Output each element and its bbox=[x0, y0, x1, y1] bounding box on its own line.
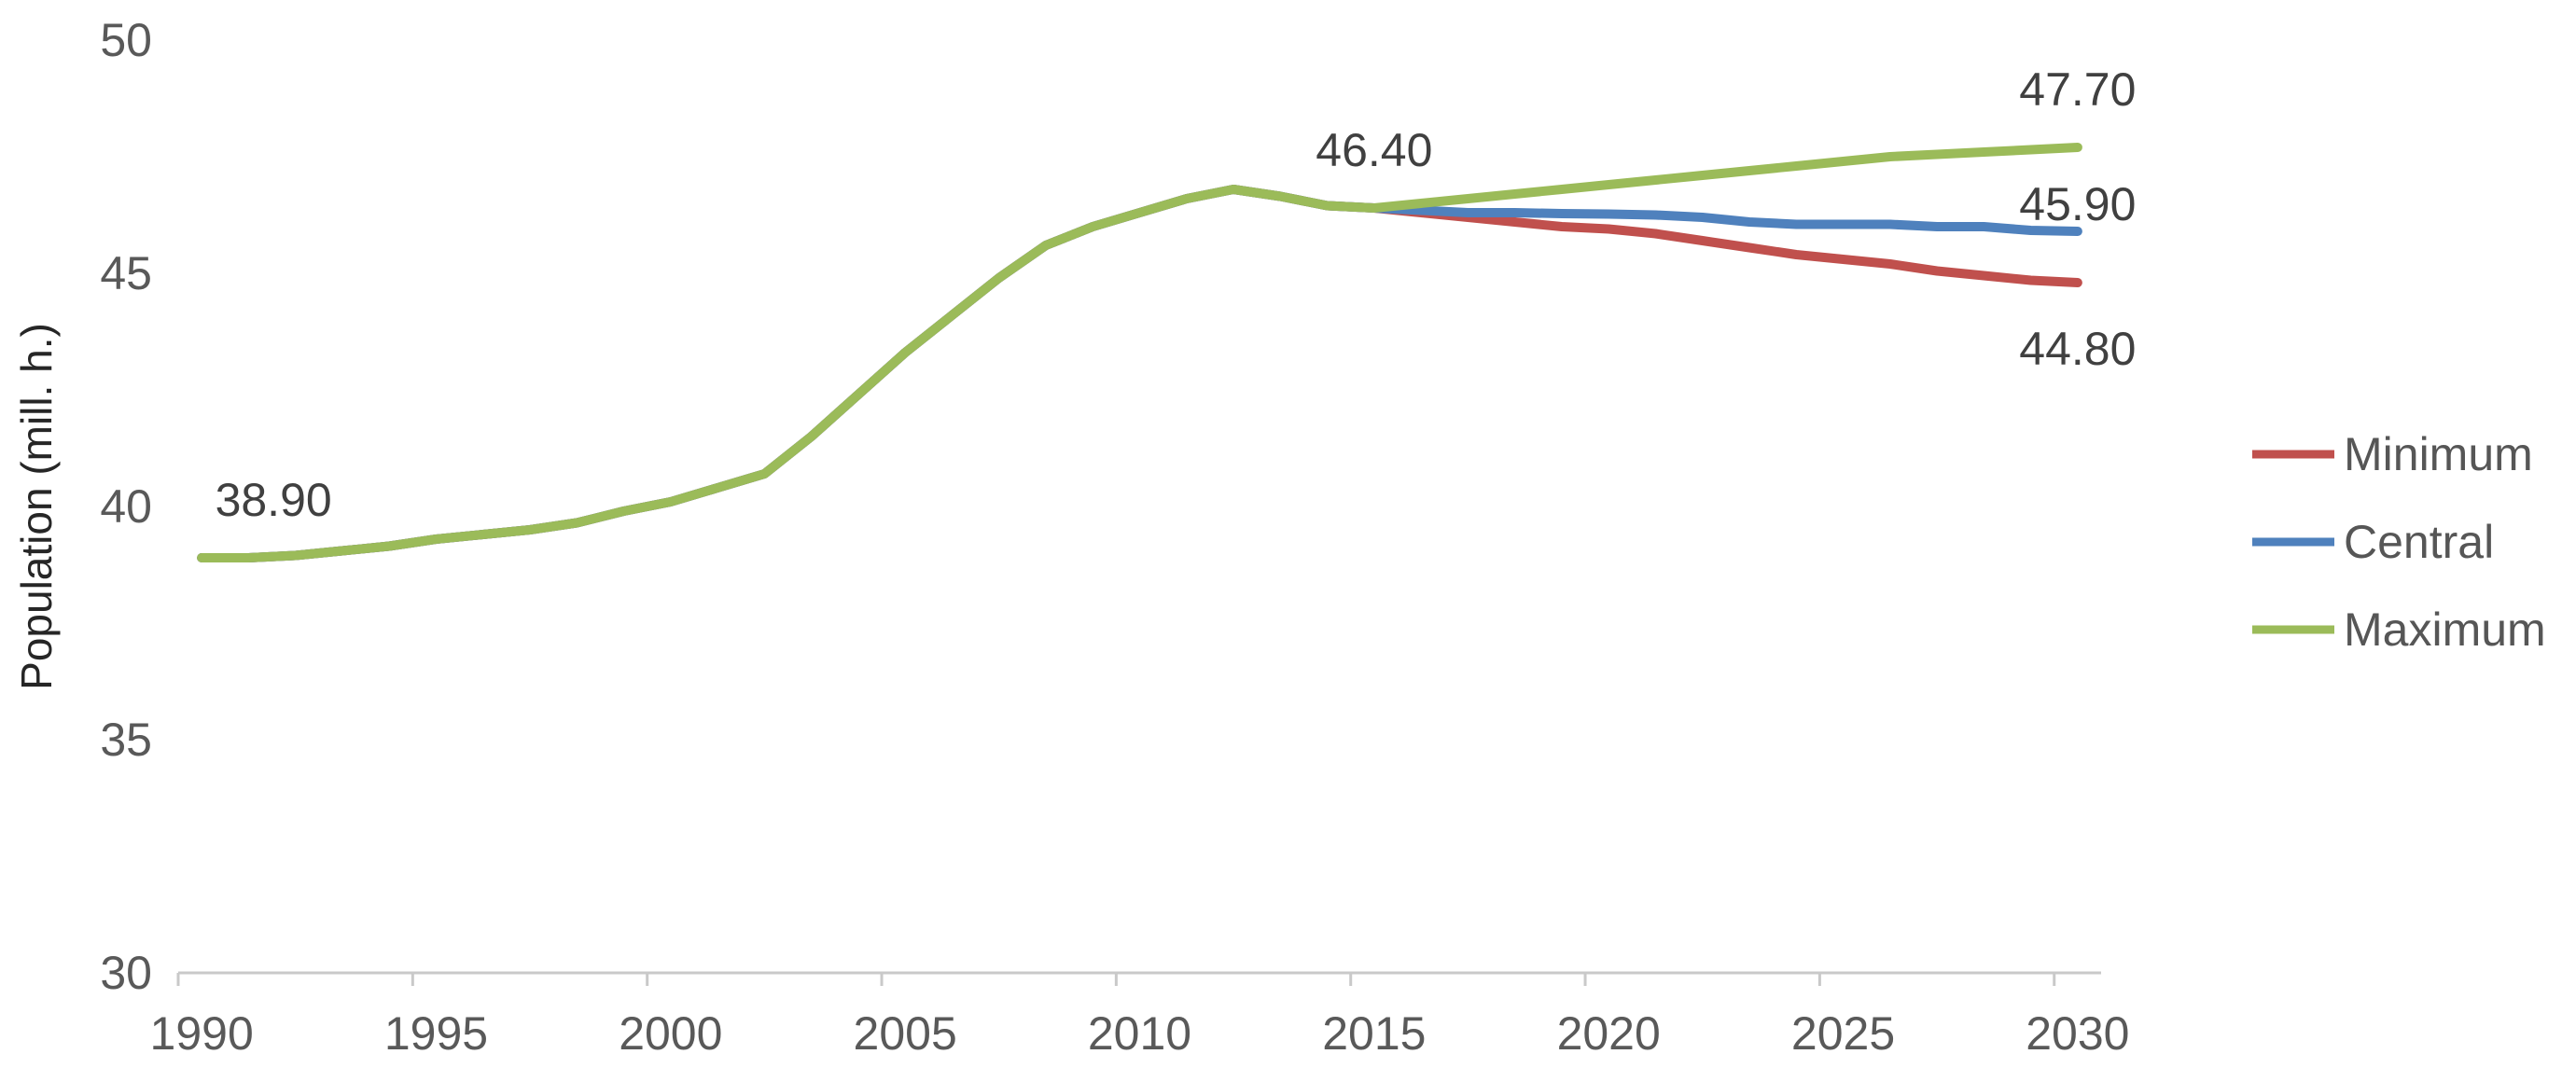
legend-item-central[interactable]: Central bbox=[2252, 516, 2494, 568]
y-tick-label-45: 45 bbox=[100, 247, 152, 299]
data-label-47.70: 47.70 bbox=[2019, 63, 2136, 116]
data-label-44.80: 44.80 bbox=[2019, 323, 2136, 375]
y-tick-label-50: 50 bbox=[100, 14, 152, 66]
series-line-maximum[interactable] bbox=[197, 143, 2082, 562]
legend-item-maximum[interactable]: Maximum bbox=[2252, 603, 2546, 656]
x-tick-label-1995: 1995 bbox=[384, 1007, 488, 1060]
data-label-45.90: 45.90 bbox=[2019, 178, 2136, 230]
legend-label-maximum: Maximum bbox=[2344, 603, 2546, 656]
data-label-38.90: 38.90 bbox=[216, 474, 332, 526]
x-tick-label-1990: 1990 bbox=[150, 1007, 254, 1060]
x-tick-label-2010: 2010 bbox=[1088, 1007, 1191, 1060]
series-line-central[interactable] bbox=[197, 185, 2082, 562]
legend-item-minimum[interactable]: Minimum bbox=[2252, 428, 2533, 480]
legend: Minimum Central Maximum bbox=[2252, 428, 2546, 656]
y-tick-label-40: 40 bbox=[100, 480, 152, 533]
y-tick-label-35: 35 bbox=[100, 714, 152, 766]
x-tick-label-2020: 2020 bbox=[1557, 1007, 1661, 1060]
y-axis-tick-labels: 30 35 40 45 50 bbox=[100, 14, 152, 999]
legend-label-central: Central bbox=[2344, 516, 2494, 568]
x-tick-label-2000: 2000 bbox=[619, 1007, 722, 1060]
y-tick-label-30: 30 bbox=[100, 947, 152, 999]
x-tick-label-2030: 2030 bbox=[2026, 1007, 2129, 1060]
x-tick-label-2025: 2025 bbox=[1791, 1007, 1895, 1060]
x-tick-label-2015: 2015 bbox=[1322, 1007, 1426, 1060]
data-label-46.40: 46.40 bbox=[1316, 124, 1432, 176]
legend-label-minimum: Minimum bbox=[2344, 428, 2533, 480]
data-labels: 38.90 46.40 47.70 45.90 44.80 bbox=[216, 63, 2137, 526]
x-axis-tick-labels: 1990 1995 2000 2005 2010 2015 2020 2025 2030 bbox=[150, 1007, 2130, 1060]
x-tick-label-2005: 2005 bbox=[854, 1007, 957, 1060]
x-axis-ticks bbox=[176, 973, 2056, 986]
series-line-minimum[interactable] bbox=[197, 185, 2082, 562]
y-axis-title: Population (mill. h.) bbox=[12, 323, 61, 690]
